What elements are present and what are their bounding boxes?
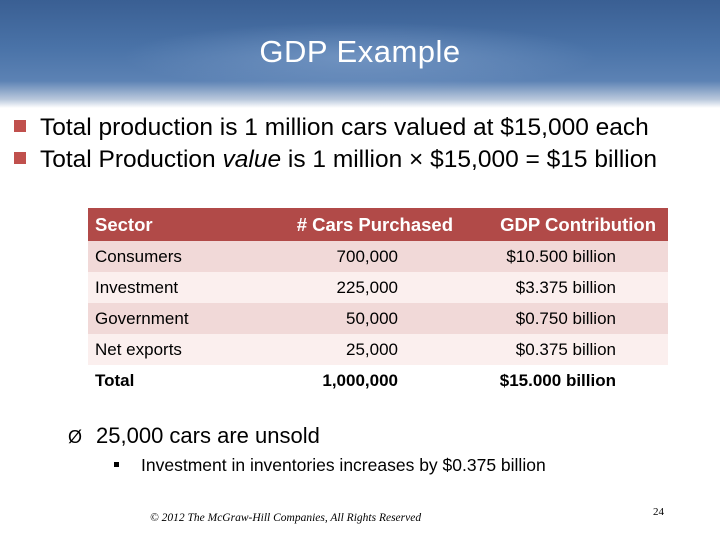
slide-header: GDP Example — [0, 0, 720, 108]
bullet-text-before: Total Production — [40, 146, 223, 173]
bullet-text-italic: value — [222, 146, 282, 173]
bullet-square-icon — [14, 120, 26, 132]
table-header-row: Sector # Cars Purchased GDP Contribution — [88, 208, 668, 241]
square-bullet-icon — [114, 462, 119, 467]
cell-sector: Net exports — [95, 340, 182, 359]
note-unsold-cars: Ø 25,000 cars are unsold — [68, 423, 320, 449]
header-gdp-contribution: GDP Contribution — [500, 214, 656, 235]
gdp-table: Sector # Cars Purchased GDP Contribution… — [88, 208, 668, 396]
note-sub-text: Investment in inventories increases by $… — [141, 455, 546, 475]
note-text: 25,000 cars are unsold — [96, 423, 320, 448]
table-row: Government 50,000 $0.750 billion — [88, 303, 668, 334]
note-inventory: Investment in inventories increases by $… — [114, 455, 546, 476]
cell-gdp: $0.375 billion — [515, 340, 616, 359]
cell-gdp: $3.375 billion — [515, 278, 616, 297]
page-number: 24 — [653, 506, 664, 518]
header-glow — [120, 22, 600, 92]
table-row: Net exports 25,000 $0.375 billion — [88, 334, 668, 365]
arrow-bullet-icon: Ø — [68, 427, 83, 447]
cell-cars: 225,000 — [336, 278, 398, 297]
cell-sector: Investment — [95, 278, 179, 297]
cell-cars: 25,000 — [346, 340, 398, 359]
header-sector: Sector — [95, 214, 153, 235]
cell-cars: 50,000 — [346, 309, 398, 328]
copyright-footer: © 2012 The McGraw-Hill Companies, All Ri… — [150, 512, 422, 524]
table-row: Investment 225,000 $3.375 billion — [88, 272, 668, 303]
bullet-text: Total production is 1 million cars value… — [40, 114, 649, 141]
total-label: Total — [95, 371, 135, 390]
table-row: Consumers 700,000 $10.500 billion — [88, 241, 668, 272]
slide-title: GDP Example — [259, 34, 461, 69]
bullet-square-icon — [14, 152, 26, 164]
table-total-row: Total 1,000,000 $15.000 billion — [88, 365, 668, 396]
cell-cars: 700,000 — [336, 247, 398, 266]
bullet-production-value: Total Production value is 1 million × $1… — [14, 146, 657, 174]
cell-sector: Government — [95, 309, 189, 328]
total-gdp: $15.000 billion — [499, 371, 616, 390]
total-cars: 1,000,000 — [322, 371, 398, 390]
bullet-text-after: is 1 million × $15,000 = $15 billion — [281, 146, 657, 173]
cell-gdp: $10.500 billion — [506, 247, 616, 266]
bullet-total-production: Total production is 1 million cars value… — [14, 114, 649, 142]
cell-sector: Consumers — [95, 247, 182, 266]
cell-gdp: $0.750 billion — [515, 309, 616, 328]
header-cars-purchased: # Cars Purchased — [296, 214, 453, 235]
